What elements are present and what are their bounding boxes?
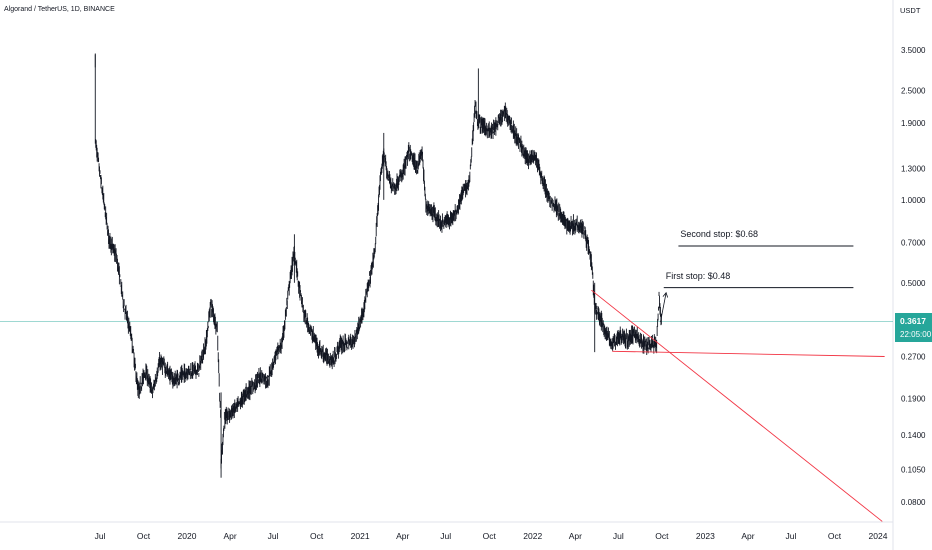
x-tick-label: Jul (786, 531, 797, 541)
x-tick-label: Apr (396, 531, 409, 541)
x-tick-label: Oct (655, 531, 669, 541)
x-tick-label: Oct (310, 531, 324, 541)
x-tick-label: Apr (569, 531, 582, 541)
second-stop-label: Second stop: $0.68 (680, 228, 758, 239)
first-stop-label: First stop: $0.48 (665, 270, 731, 281)
symbol-title: Algorand / TetherUS, 1D, BINANCE (4, 6, 115, 13)
bar-countdown: 22:05:00 (900, 330, 932, 339)
y-tick-label: 0.7000 (901, 239, 926, 248)
y-tick-label: 3.5000 (901, 46, 926, 55)
y-tick-label: 1.3000 (901, 164, 926, 173)
descending-trendline (591, 289, 883, 522)
x-tick-label: Oct (828, 531, 842, 541)
x-tick-label: Jul (440, 531, 451, 541)
x-tick-label: Oct (137, 531, 151, 541)
x-tick-label: Jul (95, 531, 106, 541)
x-tick-label: 2022 (523, 531, 542, 541)
x-tick-label: Jul (268, 531, 279, 541)
x-tick-label: Jul (613, 531, 624, 541)
currency-label: USDT (900, 6, 921, 15)
current-price-badge: 0.3617 22:05:00 (895, 313, 932, 342)
y-tick-label: 0.5000 (901, 279, 926, 288)
y-tick-label: 1.0000 (901, 196, 926, 205)
support-line (612, 350, 885, 357)
x-tick-label: Apr (741, 531, 754, 541)
y-tick-label: 2.5000 (901, 86, 926, 95)
y-tick-label: 0.1050 (901, 465, 926, 474)
arrow-shaft (660, 292, 667, 323)
x-tick-label: Apr (223, 531, 236, 541)
y-tick-label: 0.0800 (901, 498, 926, 507)
candles (94, 53, 662, 478)
y-tick-label: 1.9000 (901, 119, 926, 128)
x-tick-label: 2024 (869, 531, 888, 541)
x-tick-label: 2020 (178, 531, 197, 541)
current-price-value: 0.3617 (900, 316, 926, 326)
arrow-head (662, 291, 669, 298)
y-tick-label: 0.2700 (901, 352, 926, 361)
x-tick-label: 2021 (351, 531, 370, 541)
x-tick-label: 2023 (696, 531, 715, 541)
y-tick-label: 0.1900 (901, 395, 926, 404)
x-tick-label: Oct (483, 531, 497, 541)
y-tick-label: 0.1400 (901, 431, 926, 440)
